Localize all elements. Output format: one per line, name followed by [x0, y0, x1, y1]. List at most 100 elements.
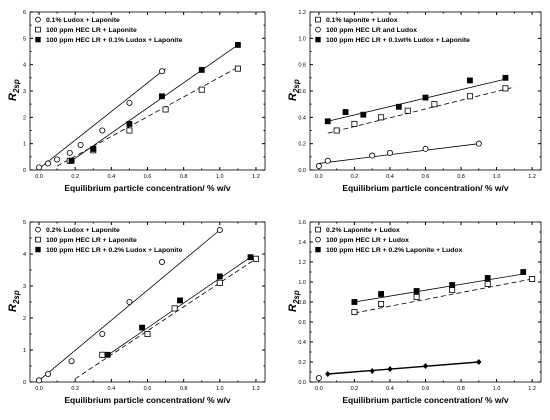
x-axis-label: Equilibrium particle concentration/ % w/…	[64, 183, 231, 193]
chart-top-right-svg: 0.0 0.2 0.4 0.6 0.8 1.0 1.2 0.0 0.2 0.4 0.6 0.8 1.0 1…	[287, 10, 542, 193]
y-tick-label: 1.0	[298, 280, 306, 286]
y-tick-label: 0.8	[298, 63, 306, 69]
legend-marker	[315, 16, 321, 23]
plot-frame	[29, 221, 266, 383]
series-3-point	[325, 371, 331, 377]
series-2-point	[520, 269, 527, 275]
series-0-point	[351, 120, 358, 127]
series-0-point	[351, 309, 358, 316]
series-0-point	[431, 101, 438, 108]
y-tick-label: 2	[23, 316, 26, 322]
y-tick-label: 4	[23, 63, 26, 69]
series-1-point	[216, 279, 223, 286]
x-tick-label: 0.8	[457, 174, 465, 180]
series-0-point	[158, 68, 165, 75]
y-axis-label: R2sp	[287, 290, 301, 312]
series-2-point	[467, 77, 473, 84]
legend-label: 0.1% Ludox + Laponite	[46, 17, 120, 24]
chart-bottom-right: 0.0 0.2 0.4 0.6 0.8 1.0 1.2 0.0 0.2 0.4 0.6 0.8 1.0 1…	[275, 210, 550, 420]
x-axis-label: Equilibrium particle concentration/ % w/…	[64, 395, 231, 405]
x-tick-label: 1.2	[528, 174, 536, 180]
x-tick-label: 1.2	[252, 174, 260, 180]
legend-marker	[35, 246, 41, 253]
legend-marker	[35, 26, 41, 33]
series-3-point	[387, 366, 393, 372]
series-1-point	[369, 152, 376, 159]
series-0-point	[54, 156, 61, 163]
x-tick-label: 1.0	[493, 386, 501, 392]
series-2-point	[247, 254, 254, 261]
series-0-point	[45, 370, 52, 377]
y-axis-label-main: R	[7, 304, 19, 312]
y-axis-label-main: R	[287, 93, 299, 101]
series-1-fit-line	[56, 66, 239, 167]
x-tick-label: 0.0	[315, 174, 323, 180]
legend-label: 100 ppm HEC LR + 0.2% Laponite + Ludox	[326, 247, 463, 254]
x-tick-label: 1.0	[216, 386, 224, 392]
series-0-point	[333, 127, 340, 134]
y-tick-label: 5	[23, 220, 26, 226]
y-axis-label-main: R	[287, 304, 299, 312]
x-tick-label: 0.2	[351, 174, 359, 180]
series-2-point	[159, 93, 165, 100]
legend-marker	[315, 36, 321, 43]
x-tick-label: 0.2	[351, 386, 359, 392]
series-0-fit-line	[38, 68, 166, 169]
series-1-point	[162, 106, 169, 113]
series-2-point	[413, 288, 420, 294]
x-tick-label: 0.6	[144, 386, 152, 392]
series-0-point	[378, 114, 385, 121]
y-axis-label-main: R	[7, 93, 19, 101]
y-tick-label: 0.2	[298, 360, 306, 366]
x-tick-label: 1.0	[216, 174, 224, 180]
series-3-point	[422, 363, 429, 369]
x-tick-label: 0.0	[35, 386, 43, 392]
series-0-point	[99, 331, 106, 338]
y-tick-label: 3	[23, 89, 26, 95]
x-tick-label: 1.2	[528, 386, 536, 392]
series-2-fit-line	[105, 256, 251, 357]
chart-top-left: 0.0 0.2 0.4 0.6 0.8 1.0 1.2 0 1 2 3 4 5 6 Equilibrium …	[0, 0, 275, 210]
series-1-point	[99, 351, 106, 358]
x-tick-label: 0.6	[422, 386, 430, 392]
y-tick-label: 1.2	[298, 260, 306, 266]
series-0-fit-line	[327, 86, 515, 134]
series-0-point	[466, 93, 473, 100]
series-0-fit-line	[354, 278, 533, 314]
y-tick-label: 6	[23, 10, 26, 16]
series-2-point	[502, 74, 509, 81]
y-axis-label-subscript: 2sp	[12, 290, 21, 305]
series-0-point	[66, 149, 73, 156]
series-1-point	[198, 86, 205, 93]
y-tick-label: 0	[23, 380, 26, 386]
y-tick-label: 3	[23, 284, 26, 290]
legend-label: 100 ppm HEC LR + 0.1% Ludox + Laponite	[46, 37, 183, 44]
series-0-point	[529, 276, 536, 283]
x-tick-label: 1.0	[493, 174, 501, 180]
series-2-point	[378, 291, 384, 297]
x-tick-label: 0.4	[108, 174, 116, 180]
x-tick-label: 0.2	[71, 174, 79, 180]
x-tick-label: 0.0	[315, 386, 323, 392]
series-2-fit-line	[69, 44, 239, 163]
y-tick-label: 0.6	[298, 89, 306, 95]
series-2-point	[139, 324, 145, 331]
series-0-point	[77, 141, 84, 148]
y-tick-label: 1.2	[298, 10, 306, 16]
series-0-point	[404, 107, 411, 114]
series-0-point	[99, 127, 106, 134]
y-axis-label: R2sp	[7, 290, 21, 312]
x-tick-label: 0.8	[180, 174, 188, 180]
series-1-point	[422, 145, 429, 152]
legend-marker	[315, 226, 321, 233]
series-1-point	[171, 305, 178, 312]
y-tick-label: 0.8	[298, 300, 306, 306]
y-axis-label: R2sp	[7, 79, 21, 101]
y-tick-label: 1	[23, 142, 26, 148]
series-1-point	[324, 157, 331, 164]
y-tick-label: 1.4	[298, 240, 306, 246]
series-1-point	[144, 331, 151, 338]
series-1-fit-line	[74, 258, 257, 380]
series-1-point	[315, 374, 322, 381]
y-tick-label: 0.0	[298, 380, 306, 386]
